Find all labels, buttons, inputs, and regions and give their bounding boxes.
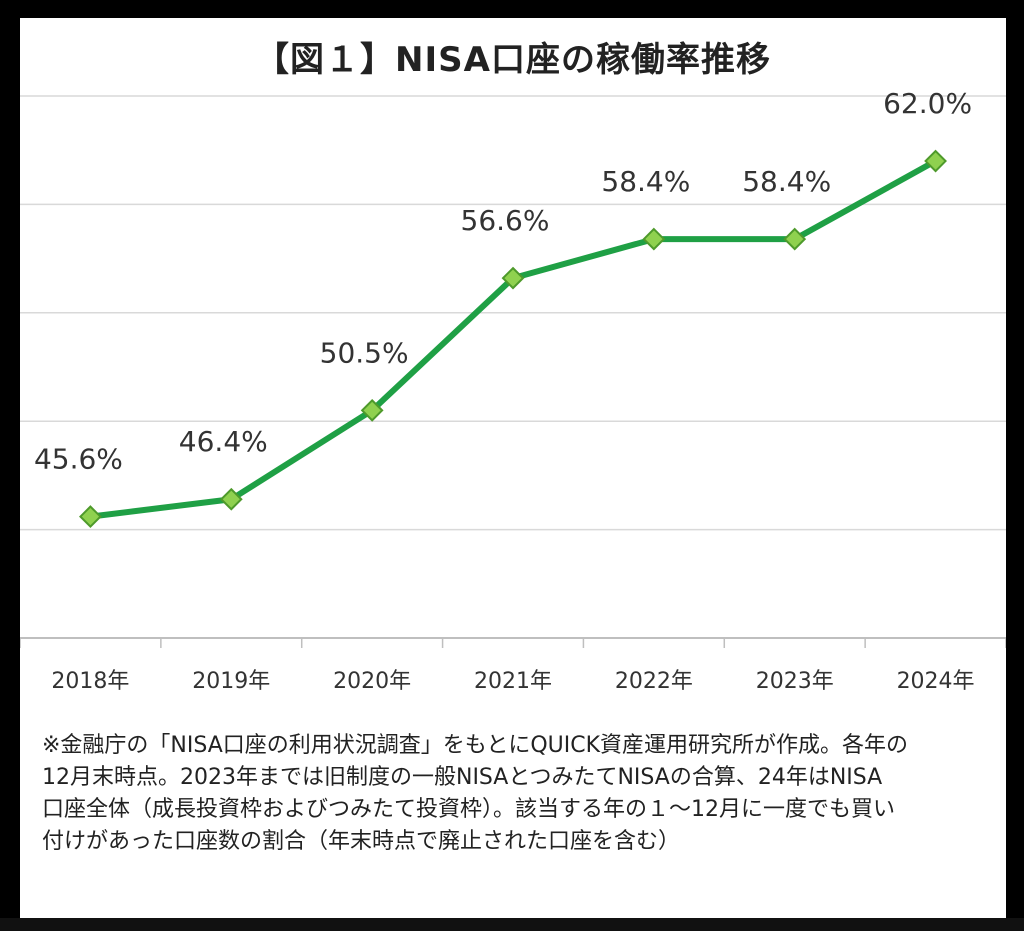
chart-panel: 【図１】NISA口座の稼働率推移 45.6% 46.4% 50.5% 56.6% 58.…	[20, 18, 1006, 918]
data-point-marker	[501, 266, 525, 290]
background-strip	[0, 918, 1024, 931]
data-label: 45.6%	[34, 443, 123, 476]
line-chart: 45.6% 46.4% 50.5% 56.6% 58.4% 58.4% 62.0% 2018…	[20, 87, 1006, 694]
footnote: ※金融庁の「NISA口座の利用状況調査」をもとにQUICK資産運用研究所が作成。…	[42, 730, 992, 858]
data-point-marker	[924, 149, 947, 173]
data-label: 58.4%	[601, 165, 690, 198]
x-tick-label: 2024年	[897, 669, 975, 694]
data-point-marker	[783, 227, 807, 251]
x-tick-label: 2018年	[51, 669, 129, 694]
data-point-marker	[642, 227, 666, 251]
footnote-line-1: ※金融庁の「NISA口座の利用状況調査」をもとにQUICK資産運用研究所が作成。…	[42, 733, 909, 758]
footnote-line-2: 12月末時点。2023年までは旧制度の一般NISAとつみたてNISAの合算、24…	[42, 765, 883, 790]
data-label: 62.0%	[883, 87, 972, 120]
x-tick-label: 2022年	[615, 669, 693, 694]
x-tick-label: 2019年	[192, 669, 270, 694]
data-label: 58.4%	[742, 165, 831, 198]
data-point-marker	[79, 505, 102, 529]
data-label: 50.5%	[320, 336, 409, 369]
x-tick-label: 2021年	[474, 669, 552, 694]
data-point-marker	[360, 398, 384, 422]
x-tick-label: 2020年	[333, 669, 411, 694]
data-label: 46.4%	[179, 425, 268, 458]
footnote-line-4: 付けがあった口座数の割合（年末時点で廃止された口座を含む）	[42, 829, 681, 854]
footnote-line-3: 口座全体（成長投資枠およびつみたて投資枠）。該当する年の１～12月に一度でも買い	[42, 797, 895, 822]
data-label: 56.6%	[461, 204, 550, 237]
data-point-marker	[219, 487, 243, 511]
chart-title: 【図１】NISA口座の稼働率推移	[255, 40, 771, 80]
x-tick-label: 2023年	[756, 669, 834, 694]
